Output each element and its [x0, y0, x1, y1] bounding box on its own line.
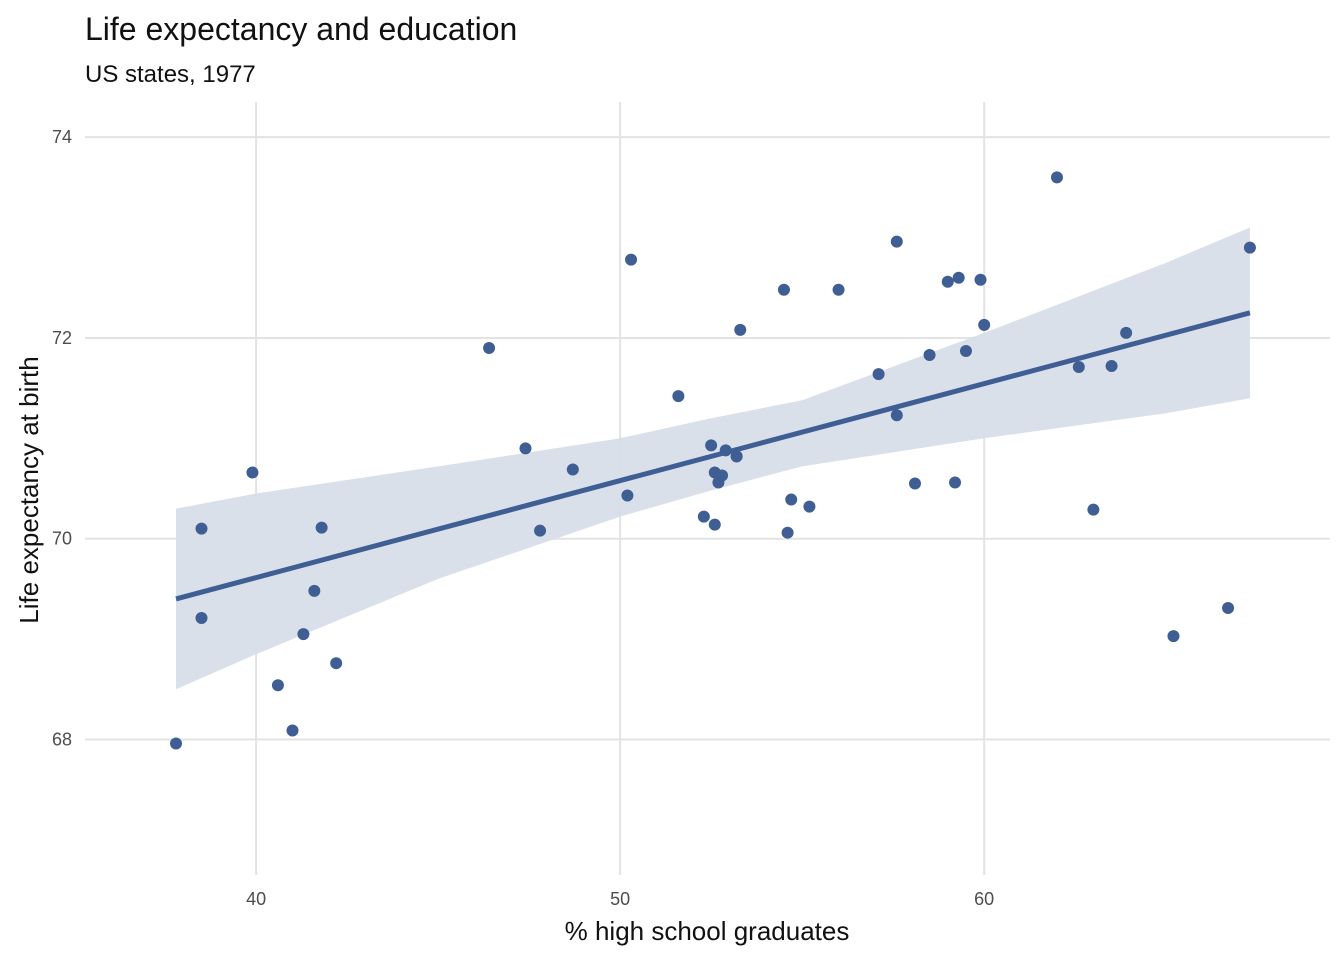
data-point [1222, 601, 1235, 614]
data-point [832, 283, 845, 296]
data-point [195, 522, 208, 535]
x-axis-title: % high school graduates [565, 916, 850, 946]
data-point [716, 469, 729, 482]
data-point [315, 521, 328, 534]
data-point [519, 442, 532, 455]
data-point [1072, 361, 1085, 374]
data-point [949, 476, 962, 489]
y-tick-label: 70 [52, 529, 72, 549]
data-point [1050, 171, 1063, 184]
data-point [974, 273, 987, 286]
data-point [923, 349, 936, 362]
data-point [566, 463, 579, 476]
fit-line [175, 310, 1251, 602]
data-point [286, 724, 299, 737]
data-point [909, 477, 921, 490]
fit-line-layer [175, 310, 1251, 602]
chart-title: Life expectancy and education [85, 11, 517, 47]
data-point [734, 323, 747, 336]
data-point [890, 409, 903, 422]
data-point [483, 341, 496, 354]
data-point [785, 493, 798, 506]
data-point [730, 450, 743, 463]
data-point [1105, 360, 1118, 373]
data-point [672, 390, 685, 403]
data-point [781, 526, 794, 539]
data-point [890, 235, 903, 248]
data-point [246, 466, 259, 479]
data-point [1120, 326, 1133, 339]
data-point [1087, 503, 1100, 516]
y-tick-label: 68 [52, 729, 72, 749]
y-axis-title: Life expectancy at birth [14, 356, 44, 623]
x-tick-label: 50 [610, 889, 630, 909]
chart-subtitle: US states, 1977 [85, 61, 256, 88]
data-point [1167, 630, 1180, 643]
tick-labels: 40 50 60 68 70 72 74 [52, 127, 994, 909]
data-point [297, 628, 310, 641]
data-point [872, 368, 885, 381]
data-point [195, 612, 208, 625]
data-point [170, 737, 183, 750]
points-layer [170, 171, 1256, 750]
data-point [719, 444, 732, 457]
data-point [959, 344, 972, 357]
data-point [1243, 241, 1256, 254]
x-tick-label: 40 [246, 889, 266, 909]
data-point [330, 657, 343, 670]
data-point [803, 500, 816, 513]
data-point [271, 679, 284, 692]
data-point [978, 318, 991, 331]
data-point [705, 439, 718, 452]
data-point [308, 584, 321, 597]
y-tick-label: 72 [52, 328, 72, 348]
data-point [777, 283, 790, 296]
data-point [621, 489, 634, 502]
data-point [708, 518, 721, 531]
data-point [952, 271, 965, 284]
x-tick-label: 60 [974, 889, 994, 909]
y-tick-label: 74 [52, 127, 72, 147]
data-point [941, 275, 954, 288]
data-point [534, 524, 547, 537]
data-point [697, 510, 710, 523]
data-point [625, 253, 638, 266]
